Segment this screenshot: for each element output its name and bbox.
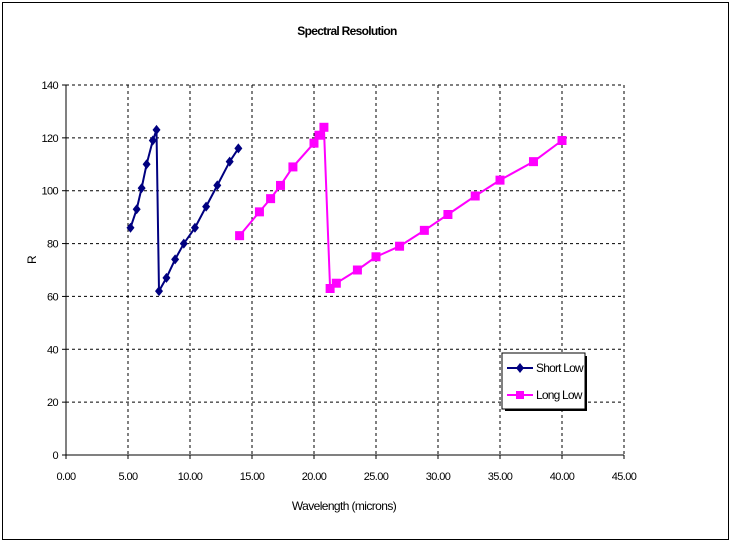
legend: Short Low Long Low [501,352,587,411]
data-point-long-low [331,278,341,288]
series-line-long-low [238,123,563,291]
data-point-short-low [213,180,222,191]
data-point-long-low [495,175,505,185]
y-tick-label: 20 [47,397,59,409]
x-axis-title: Wavelength (microns) [292,499,397,513]
legend-box [501,352,586,410]
data-point-long-low [557,136,567,145]
data-point-short-low [152,124,161,135]
x-tick-label: 0.00 [56,471,75,483]
series-plot [126,122,567,297]
data-point-long-low [314,130,324,140]
chart-title: Spectral Resolution [297,24,397,38]
data-point-long-low [443,210,453,219]
legend-label-long-low: Long Low [536,388,583,402]
series-line-short-low [129,129,240,295]
legend-label-short-low: Short Low [536,361,584,375]
chart-area [2,2,729,540]
data-point-long-low [325,284,335,293]
data-point-short-low [155,286,163,297]
x-tick-label: 35.00 [488,471,513,483]
data-point-short-low [137,183,146,194]
data-point-short-low [202,201,211,212]
data-point-short-low [132,204,141,215]
data-point-long-low [319,122,329,132]
data-point-long-low [288,162,298,172]
data-point-short-low [190,222,199,233]
x-tick-label: 25.00 [364,471,389,483]
data-point-long-low [254,207,264,217]
data-point-long-low [470,191,480,201]
x-tick-label: 20.00 [302,471,327,483]
data-point-long-low [276,180,286,190]
data-point-long-low [235,231,245,241]
y-tick-label: 40 [47,344,59,356]
data-point-long-low [395,241,405,251]
data-point-short-low [126,222,135,233]
x-tick-label: 10.00 [178,471,203,483]
y-tick-label: 120 [41,133,58,145]
y-tick-label: 60 [47,291,59,303]
data-point-long-low [266,194,276,204]
data-point-short-low [225,156,234,167]
data-point-long-low [371,252,381,262]
axes: 0 20 40 60 80 100 120 140 0.00 5.00 10.00 15.00 20.0… [41,80,637,483]
data-point-long-low [419,225,429,235]
y-tick-label: 100 [41,186,58,198]
legend-marker-long-low [516,391,524,399]
legend-shadow-right [585,356,587,411]
data-point-short-low [171,254,180,265]
y-axis-title: R [25,255,39,264]
data-point-short-low [162,272,171,283]
data-point-short-low [179,238,188,249]
data-point-short-low [148,135,157,146]
data-point-short-low [142,159,151,170]
x-tick-label: 30.00 [426,471,451,483]
legend-shadow-bottom [505,409,587,411]
data-point-long-low [352,265,362,275]
y-tick-label: 140 [41,80,58,92]
data-point-long-low [309,138,319,148]
y-tick-label: 80 [47,239,59,251]
x-tick-label: 40.00 [550,471,575,483]
x-tick-label: 15.00 [240,471,265,483]
data-point-long-low [528,157,538,167]
legend-marker-short-low [516,363,524,373]
x-tick-label: 5.00 [118,471,137,483]
data-point-short-low [234,143,243,154]
y-tick-label: 0 [52,450,58,462]
x-tick-label: 45.00 [612,471,637,483]
